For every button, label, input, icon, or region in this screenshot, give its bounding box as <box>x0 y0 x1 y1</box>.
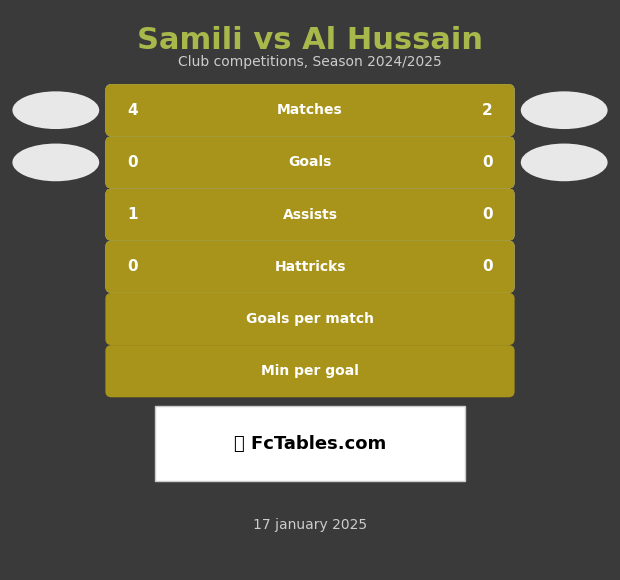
FancyBboxPatch shape <box>105 188 515 241</box>
Text: Matches: Matches <box>277 103 343 117</box>
FancyBboxPatch shape <box>105 241 515 293</box>
FancyBboxPatch shape <box>105 136 515 188</box>
Bar <box>112 246 310 287</box>
Text: Goals: Goals <box>288 155 332 169</box>
FancyBboxPatch shape <box>105 84 515 136</box>
Text: 17 january 2025: 17 january 2025 <box>253 518 367 532</box>
Ellipse shape <box>521 92 608 129</box>
Text: 1: 1 <box>127 207 138 222</box>
Bar <box>112 194 409 235</box>
Text: 0: 0 <box>482 259 493 274</box>
FancyBboxPatch shape <box>155 406 465 481</box>
FancyBboxPatch shape <box>105 345 515 397</box>
Text: 2: 2 <box>482 103 493 118</box>
Text: Club competitions, Season 2024/2025: Club competitions, Season 2024/2025 <box>178 55 442 69</box>
Text: Min per goal: Min per goal <box>261 364 359 378</box>
Text: 4: 4 <box>127 103 138 118</box>
Text: Samili vs Al Hussain: Samili vs Al Hussain <box>137 26 483 55</box>
Text: Hattricks: Hattricks <box>274 260 346 274</box>
Text: 0: 0 <box>482 207 493 222</box>
FancyBboxPatch shape <box>105 293 515 345</box>
FancyBboxPatch shape <box>105 136 515 188</box>
Ellipse shape <box>521 144 608 182</box>
Text: 0: 0 <box>127 259 138 274</box>
Text: Assists: Assists <box>283 208 337 222</box>
FancyBboxPatch shape <box>105 84 515 136</box>
Text: 0: 0 <box>127 155 138 170</box>
Text: Goals per match: Goals per match <box>246 312 374 326</box>
FancyBboxPatch shape <box>105 188 515 241</box>
Ellipse shape <box>12 92 99 129</box>
FancyBboxPatch shape <box>105 241 515 293</box>
Text: 🏆 FcTables.com: 🏆 FcTables.com <box>234 434 386 453</box>
Bar <box>112 142 310 183</box>
Text: 0: 0 <box>482 155 493 170</box>
Ellipse shape <box>12 144 99 182</box>
Bar <box>112 90 376 130</box>
